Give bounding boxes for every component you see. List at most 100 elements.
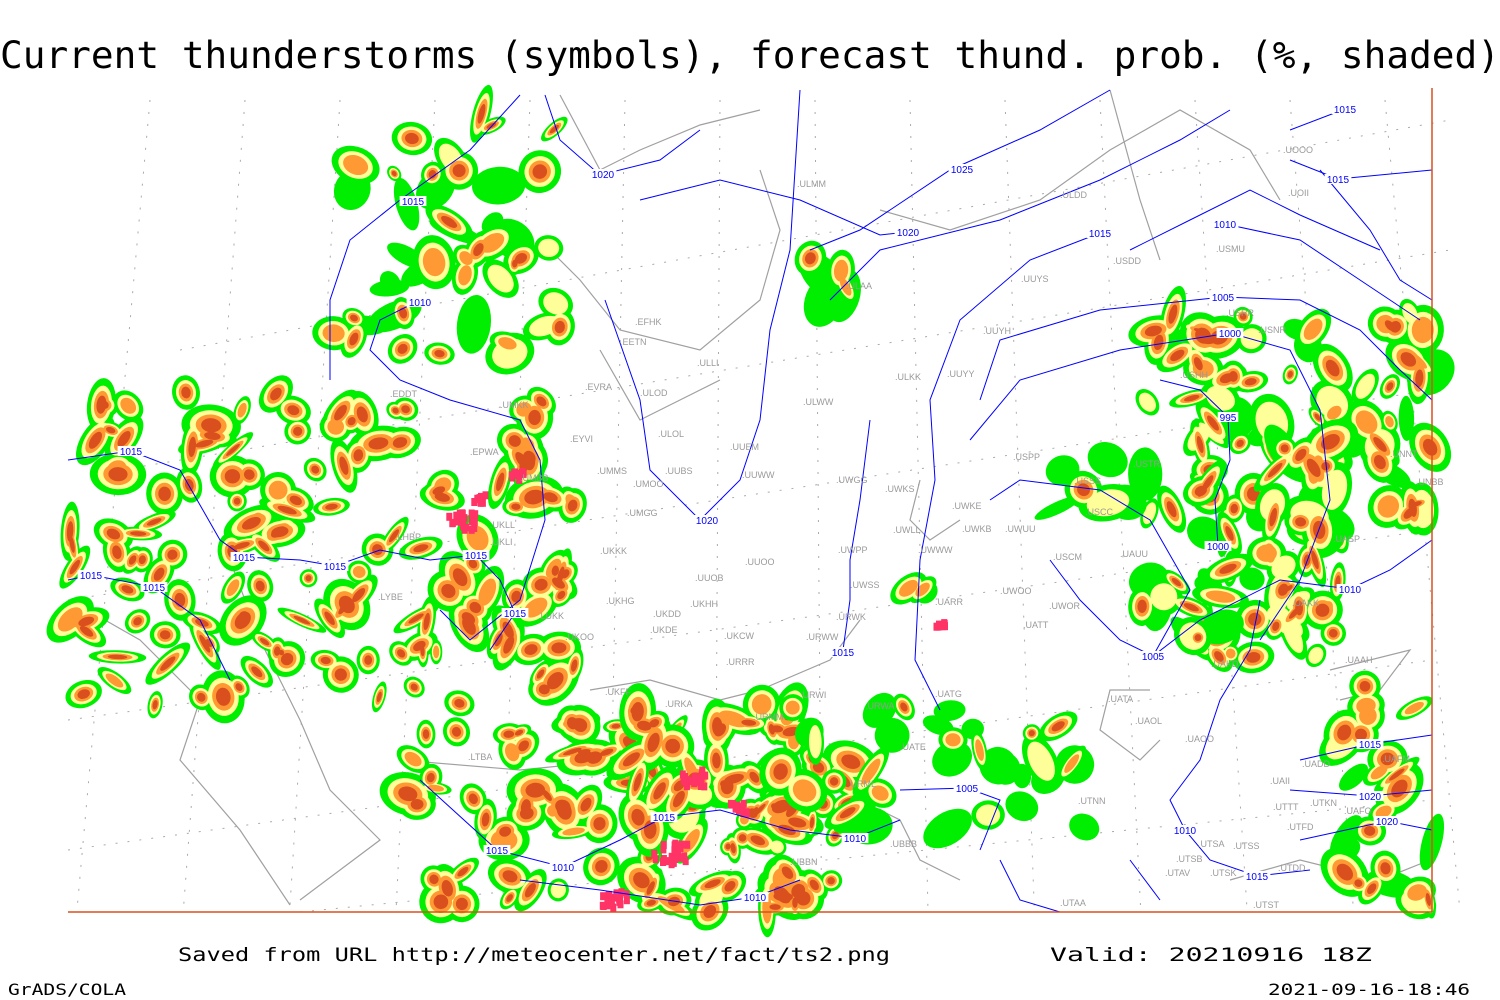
isobar-label-bg bbox=[117, 446, 145, 456]
station-label-uaoo: .UAOO bbox=[1185, 734, 1214, 744]
probability-shade bbox=[98, 400, 109, 410]
probability-shade bbox=[1403, 507, 1415, 519]
isobar-label-bg bbox=[501, 608, 529, 618]
probability-shade bbox=[273, 646, 281, 656]
probability-shade bbox=[258, 540, 270, 552]
probability-shade bbox=[235, 683, 243, 692]
probability-shade bbox=[404, 751, 422, 767]
probability-shade bbox=[631, 702, 644, 722]
probability-shade bbox=[280, 652, 294, 666]
station-label-uuob: .UUOB bbox=[695, 573, 724, 583]
map-title: Current thunderstorms (symbols), forecas… bbox=[0, 34, 1500, 77]
probability-shade bbox=[234, 611, 251, 629]
probability-shade bbox=[827, 877, 835, 885]
thunderstorm-symbol bbox=[740, 799, 747, 808]
isobar bbox=[1129, 189, 1381, 251]
station-label-urwa: .URWA bbox=[865, 701, 895, 711]
thunderstorm-symbol bbox=[675, 847, 681, 856]
probability-shade bbox=[1256, 544, 1277, 562]
isobar-label: 1020 bbox=[696, 516, 719, 527]
thunderstorm-symbol bbox=[600, 892, 607, 901]
probability-shade bbox=[1205, 590, 1236, 603]
station-label-uoii: .UOII bbox=[1288, 188, 1309, 198]
probability-shade bbox=[1373, 436, 1387, 452]
thunderstorm-symbol bbox=[684, 840, 691, 849]
probability-shade bbox=[334, 404, 347, 421]
probability-shade bbox=[861, 758, 881, 785]
isobar-label: 1010 bbox=[844, 834, 867, 845]
isobar-label-bg bbox=[1204, 541, 1232, 551]
thunderstorm-symbol bbox=[651, 849, 658, 858]
probability-shade bbox=[388, 529, 400, 543]
station-label-ukde: .UKDE bbox=[650, 625, 678, 635]
probability-shade bbox=[518, 740, 529, 752]
probability-shade bbox=[423, 612, 430, 631]
probability-shade bbox=[405, 132, 419, 145]
probability-shade bbox=[499, 826, 512, 837]
thunderstorm-symbol bbox=[678, 853, 685, 862]
station-label-ukdd: .UKDD bbox=[653, 609, 682, 619]
probability-shade bbox=[1404, 701, 1424, 715]
coastline bbox=[539, 169, 781, 351]
probability-shade bbox=[146, 518, 162, 526]
probability-shade bbox=[653, 782, 666, 800]
probability-shade bbox=[646, 881, 655, 895]
station-label-uuyh: .UUYH bbox=[983, 326, 1011, 336]
probability-shade bbox=[665, 738, 681, 754]
probability-shade bbox=[368, 437, 389, 450]
probability-shade bbox=[945, 733, 961, 747]
station-label-utsk: .UTSK bbox=[1210, 868, 1237, 878]
isobar-label-bg bbox=[1171, 825, 1199, 835]
station-label-urwk: .URWK bbox=[836, 612, 866, 622]
probability-shade bbox=[571, 659, 578, 672]
probability-shade bbox=[1271, 555, 1296, 579]
thunderstorm-symbol bbox=[691, 772, 698, 781]
probability-shade bbox=[770, 840, 784, 854]
probability-shade bbox=[1295, 600, 1304, 616]
station-label-ubbn: .UBBN bbox=[790, 857, 818, 867]
probability-shade bbox=[1184, 394, 1200, 402]
probability-shade bbox=[350, 314, 358, 322]
probability-shade bbox=[1328, 628, 1338, 638]
probability-shade bbox=[1170, 349, 1185, 362]
probability-shade bbox=[352, 588, 366, 602]
probability-shade bbox=[480, 232, 505, 253]
probability-shade bbox=[1138, 392, 1156, 412]
probability-shade bbox=[1425, 893, 1431, 906]
isobar-label-bg bbox=[406, 297, 434, 307]
probability-shade bbox=[441, 215, 458, 228]
probability-shade bbox=[1306, 458, 1321, 477]
thunderstorm-symbol bbox=[608, 897, 615, 906]
station-label-uwke: .UWKE bbox=[952, 501, 982, 511]
station-label-evra: .EVRA bbox=[585, 382, 612, 392]
thunderstorm-symbol bbox=[458, 517, 465, 526]
probability-shade bbox=[472, 166, 526, 205]
probability-shade bbox=[195, 439, 214, 448]
coastline bbox=[599, 349, 721, 421]
probability-shade bbox=[751, 694, 772, 715]
probability-shade bbox=[433, 894, 449, 910]
station-label-ukli: .UKLI bbox=[490, 537, 513, 547]
probability-shade bbox=[1282, 618, 1304, 654]
thunderstorm-symbol bbox=[477, 498, 484, 507]
isobar-label: 1015 bbox=[143, 583, 166, 594]
station-label-utdd: .UTDD bbox=[1278, 863, 1306, 873]
probability-shade bbox=[524, 644, 538, 655]
probability-shade bbox=[477, 104, 486, 124]
probability-shade bbox=[512, 259, 518, 268]
probability-shade bbox=[392, 437, 408, 448]
probability-shade bbox=[1339, 763, 1368, 791]
station-label-uwgg: .UWGG bbox=[836, 475, 868, 485]
station-label-lybe: .LYBE bbox=[378, 592, 403, 602]
probability-shade bbox=[130, 531, 147, 536]
probability-shade bbox=[1364, 825, 1376, 836]
probability-shade bbox=[494, 633, 503, 647]
station-label-unbb: .UNBB bbox=[1416, 477, 1444, 487]
thunderstorm-symbol bbox=[671, 846, 678, 855]
station-label-ulaa: .ULAA bbox=[846, 281, 872, 291]
isobar-label-bg bbox=[1086, 228, 1114, 238]
probability-shade bbox=[1354, 879, 1363, 887]
thunderstorm-symbol bbox=[618, 888, 625, 897]
probability-shade bbox=[1422, 438, 1438, 456]
probability-shade bbox=[1407, 884, 1427, 901]
